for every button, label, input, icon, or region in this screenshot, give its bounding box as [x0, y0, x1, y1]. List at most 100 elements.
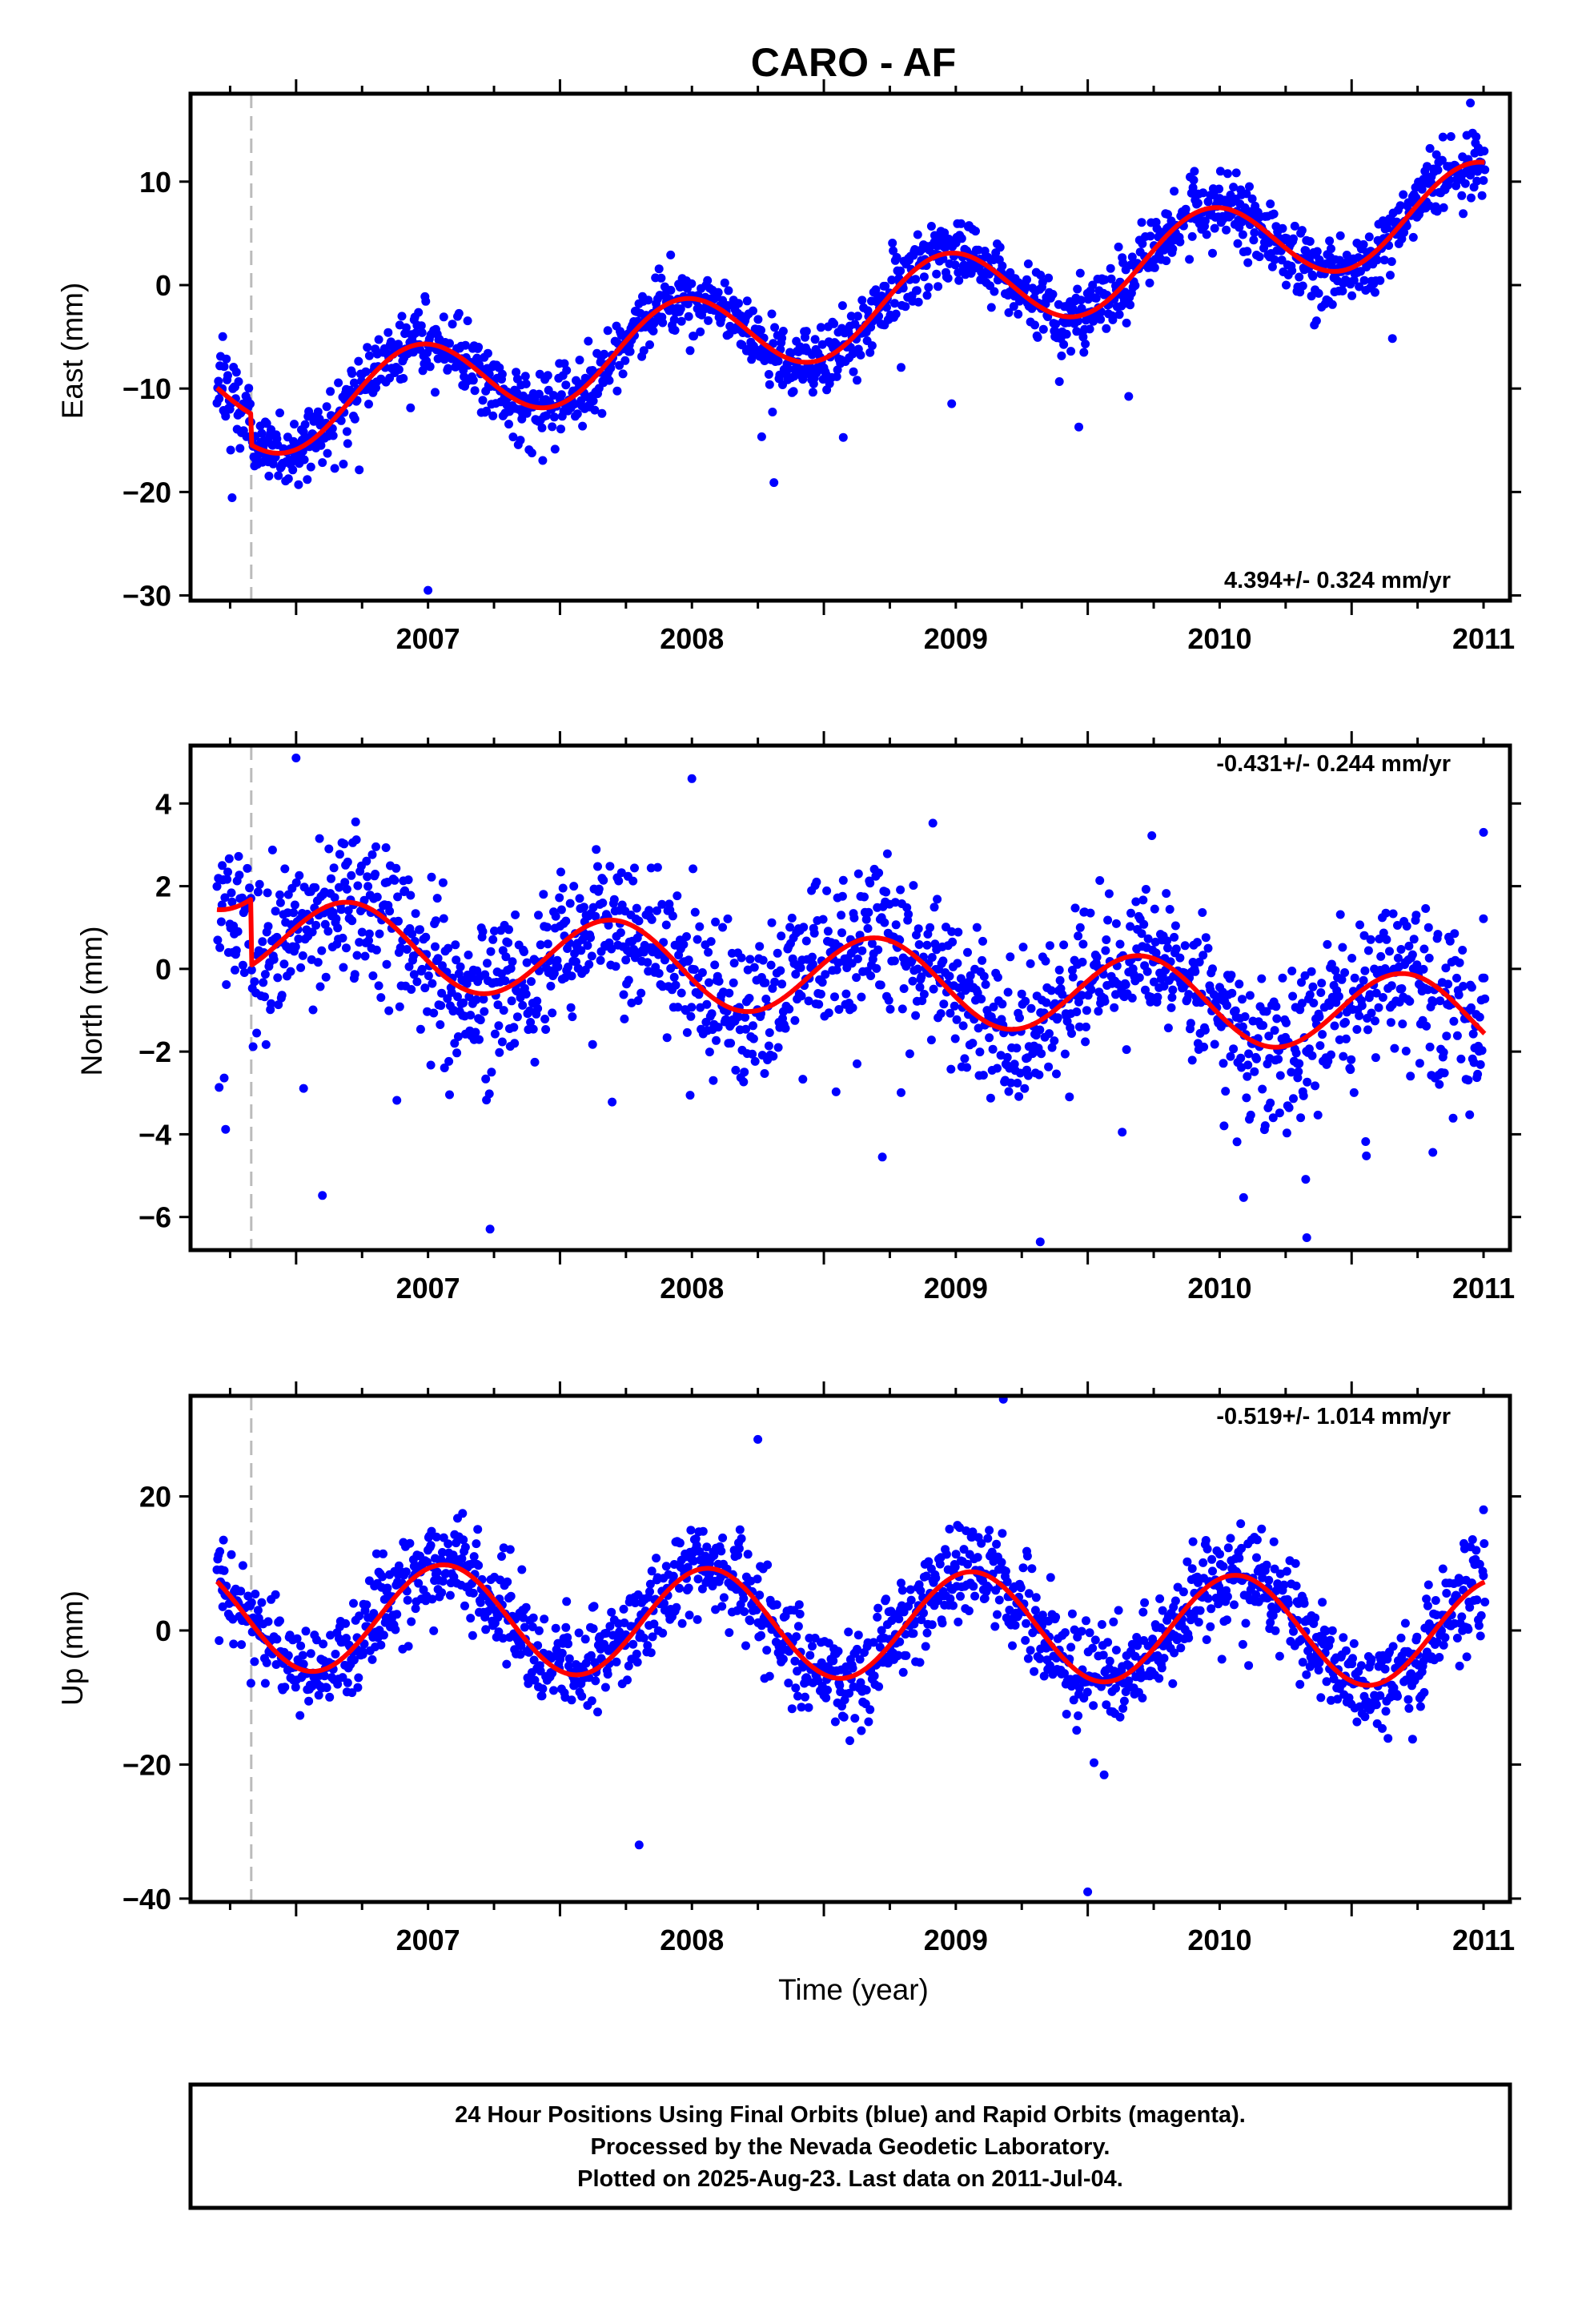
data-point: [645, 1587, 654, 1596]
data-point: [717, 1546, 726, 1556]
data-point: [247, 1598, 256, 1607]
data-point: [1146, 231, 1155, 241]
data-point: [320, 919, 330, 929]
data-point: [897, 1578, 905, 1588]
data-point: [861, 915, 871, 924]
data-point: [215, 943, 225, 952]
data-point: [865, 348, 875, 357]
data-point: [968, 1527, 978, 1537]
east-axis-label: East (mm): [56, 283, 89, 420]
data-point: [874, 868, 884, 878]
data-point: [342, 427, 351, 436]
data-point: [1422, 1594, 1431, 1604]
data-point: [351, 835, 361, 845]
plot-frame: [188, 91, 1512, 603]
data-point: [1045, 1029, 1054, 1039]
data-point: [291, 942, 300, 951]
data-point: [290, 420, 299, 429]
data-point: [311, 883, 320, 892]
data-point: [1291, 1581, 1301, 1590]
data-point: [974, 245, 983, 255]
data-point: [593, 1707, 602, 1717]
data-point: [505, 1545, 515, 1554]
data-point: [1162, 889, 1171, 899]
data-point: [453, 992, 462, 1002]
data-point: [263, 888, 272, 898]
data-point: [291, 754, 301, 762]
data-point: [608, 1097, 617, 1107]
data-point: [624, 1661, 633, 1671]
data-point: [444, 364, 453, 373]
data-point: [792, 1632, 801, 1642]
data-point: [656, 273, 666, 283]
data-point: [1304, 1044, 1314, 1054]
data-point: [283, 1651, 293, 1660]
data-point: [1106, 274, 1116, 283]
data-point: [1134, 973, 1144, 983]
data-point: [1456, 1054, 1466, 1063]
data-point: [725, 988, 734, 998]
data-point: [749, 1021, 757, 1031]
data-point: [889, 299, 899, 308]
data-point: [1106, 263, 1115, 273]
data-point: [330, 464, 339, 473]
data-point: [1138, 239, 1147, 248]
data-point: [1114, 310, 1124, 320]
data-point: [707, 1009, 717, 1019]
data-point: [479, 995, 488, 1004]
data-point: [950, 1562, 960, 1572]
y-tick-label: −2: [139, 1035, 171, 1068]
data-point: [766, 960, 776, 970]
data-point: [1270, 1564, 1279, 1574]
data-point: [504, 925, 513, 935]
data-point: [1078, 939, 1088, 949]
x-tick-label: 2007: [396, 1272, 460, 1305]
data-point: [288, 465, 298, 475]
data-point: [1403, 1695, 1413, 1704]
data-point: [1291, 1558, 1300, 1568]
data-point: [1089, 1701, 1098, 1711]
data-point: [567, 971, 576, 981]
data-point: [1001, 1566, 1010, 1576]
data-point: [471, 1027, 480, 1037]
data-point: [251, 1590, 260, 1598]
data-point: [821, 970, 830, 979]
data-point: [289, 908, 299, 918]
data-point: [787, 913, 797, 923]
data-point: [1068, 304, 1078, 313]
data-point: [438, 878, 448, 887]
data-point: [1374, 1003, 1383, 1012]
data-point: [952, 1015, 962, 1024]
data-point: [1072, 1726, 1082, 1735]
data-point: [739, 1594, 749, 1603]
data-point: [1311, 1081, 1320, 1091]
data-point: [1030, 320, 1039, 330]
data-point: [1443, 979, 1453, 989]
data-point: [654, 264, 664, 274]
data-point: [577, 1691, 587, 1701]
data-point: [772, 1600, 781, 1610]
data-point: [1327, 244, 1335, 254]
data-point: [264, 472, 274, 480]
data-point: [575, 356, 584, 365]
data-point: [1052, 1069, 1061, 1079]
data-point: [1082, 1616, 1090, 1626]
data-point: [1121, 980, 1130, 990]
data-point: [599, 875, 608, 885]
data-point: [1268, 1610, 1278, 1620]
data-point: [215, 394, 224, 404]
data-point: [675, 1583, 684, 1593]
data-point: [1297, 1634, 1306, 1644]
data-point: [997, 1558, 1006, 1567]
data-point: [861, 1685, 871, 1695]
model-fit-line: [215, 897, 1487, 1050]
data-point: [865, 879, 875, 888]
data-point: [334, 378, 343, 388]
data-point: [1101, 946, 1110, 955]
data-point: [1118, 1703, 1128, 1713]
data-point: [1467, 1003, 1476, 1012]
data-point: [1479, 914, 1488, 923]
data-point: [1441, 963, 1451, 973]
data-point: [685, 346, 695, 356]
data-point: [404, 1642, 413, 1651]
